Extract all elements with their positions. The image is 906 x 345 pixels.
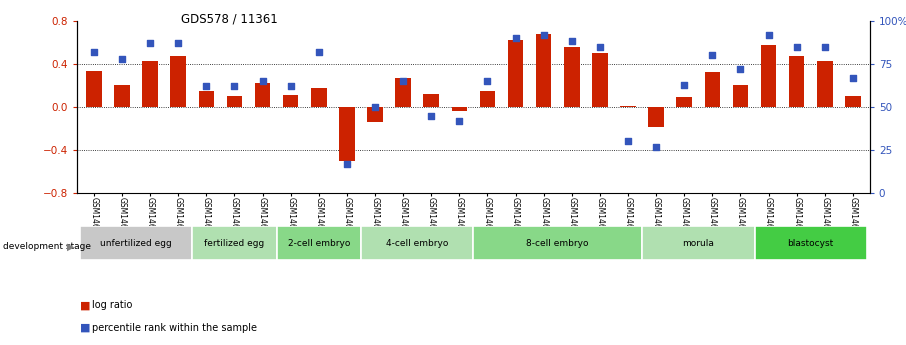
Bar	[649, 107, 664, 127]
Bar	[642, 226, 755, 260]
Bar	[761, 46, 776, 107]
Point	[621, 139, 635, 144]
Point	[227, 83, 242, 89]
Point	[255, 78, 270, 84]
Point	[340, 161, 354, 167]
Text: 2-cell embryo: 2-cell embryo	[287, 239, 350, 248]
Bar	[705, 72, 720, 107]
Bar	[451, 107, 467, 111]
Bar	[593, 53, 608, 107]
Point	[171, 40, 186, 46]
Point	[677, 82, 691, 87]
Point	[705, 52, 719, 58]
Point	[480, 78, 495, 84]
Bar	[755, 226, 867, 260]
Text: percentile rank within the sample: percentile rank within the sample	[92, 323, 257, 333]
Bar	[170, 56, 186, 107]
Bar	[311, 88, 326, 107]
Text: blastocyst: blastocyst	[787, 239, 834, 248]
Bar	[733, 86, 748, 107]
Bar	[255, 83, 270, 107]
Text: ■: ■	[80, 323, 91, 333]
Bar	[621, 106, 636, 107]
Text: 8-cell embryo: 8-cell embryo	[526, 239, 589, 248]
Bar	[198, 91, 214, 107]
Bar	[367, 107, 382, 122]
Bar	[192, 226, 276, 260]
Bar	[508, 40, 524, 107]
Bar	[423, 94, 439, 107]
Point	[536, 32, 551, 37]
Bar	[473, 226, 642, 260]
Bar	[361, 226, 473, 260]
Point	[761, 32, 776, 37]
Text: unfertilized egg: unfertilized egg	[101, 239, 172, 248]
Point	[143, 40, 158, 46]
Point	[817, 44, 832, 49]
Text: ■: ■	[80, 300, 91, 310]
Point	[396, 78, 410, 84]
Text: 4-cell embryo: 4-cell embryo	[386, 239, 448, 248]
Point	[312, 49, 326, 55]
Point	[368, 104, 382, 110]
Bar	[395, 78, 410, 107]
Point	[593, 44, 607, 49]
Point	[649, 144, 663, 149]
Bar	[86, 71, 101, 107]
Bar	[226, 96, 242, 107]
Text: ▶: ▶	[67, 242, 74, 252]
Bar	[276, 226, 361, 260]
Bar	[536, 34, 552, 107]
Point	[284, 83, 298, 89]
Bar	[564, 47, 580, 107]
Bar	[817, 61, 833, 107]
Text: fertilized egg: fertilized egg	[205, 239, 265, 248]
Point	[789, 44, 804, 49]
Text: morula: morula	[682, 239, 714, 248]
Bar	[339, 107, 354, 161]
Bar	[80, 226, 192, 260]
Text: log ratio: log ratio	[92, 300, 133, 310]
Point	[424, 113, 439, 118]
Point	[845, 75, 860, 80]
Bar	[142, 61, 158, 107]
Bar	[677, 97, 692, 107]
Text: development stage: development stage	[3, 242, 91, 251]
Bar	[283, 95, 298, 107]
Point	[199, 83, 214, 89]
Point	[115, 56, 130, 61]
Bar	[479, 91, 496, 107]
Point	[733, 66, 747, 72]
Bar	[114, 86, 130, 107]
Point	[87, 49, 101, 55]
Point	[452, 118, 467, 124]
Bar	[789, 56, 805, 107]
Point	[508, 35, 523, 41]
Point	[564, 39, 579, 44]
Text: GDS578 / 11361: GDS578 / 11361	[181, 12, 278, 25]
Bar	[845, 96, 861, 107]
